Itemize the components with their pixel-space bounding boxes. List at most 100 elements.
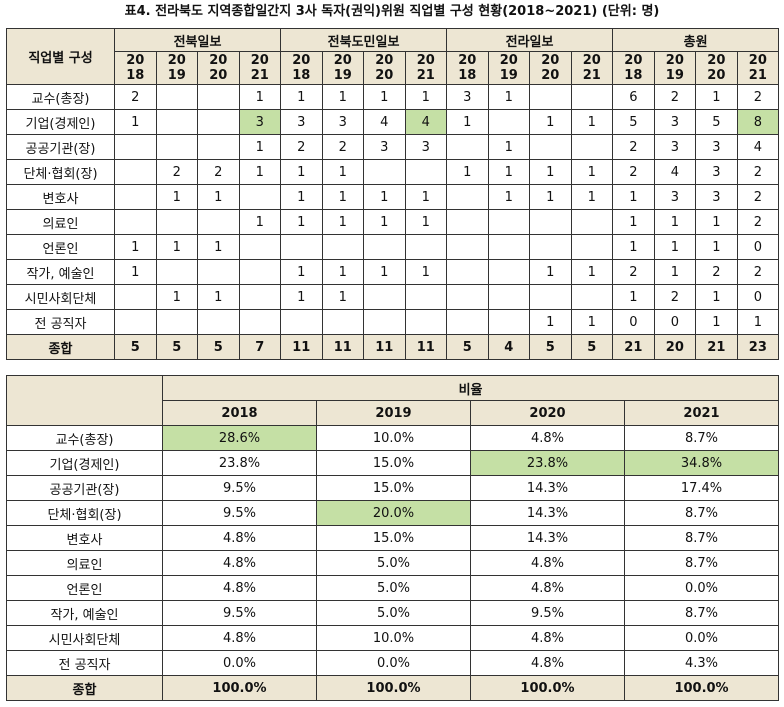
count-cell: 1: [321, 259, 365, 285]
count-cell: [404, 284, 448, 310]
year-header: 20 20: [529, 51, 572, 85]
total-label: 종합: [6, 675, 163, 701]
count-cell: 1: [238, 159, 282, 185]
count-cell: [529, 134, 572, 160]
ratio-year-header: 2020: [470, 400, 625, 426]
count-cell: 2: [321, 134, 365, 160]
count-cell: [197, 134, 240, 160]
ratio-cell: 5.0%: [316, 550, 471, 576]
ratio-cell: 4.8%: [162, 550, 317, 576]
year-century: 20: [126, 53, 145, 68]
count-cell: 3: [446, 84, 489, 110]
total-cell: 21: [695, 334, 738, 360]
ratio-cell: 8.7%: [623, 425, 780, 451]
count-cell: 2: [197, 159, 240, 185]
count-cell: 1: [363, 259, 406, 285]
count-cell: 1: [487, 134, 531, 160]
year-suffix: 18: [458, 68, 477, 83]
count-cell: 0: [612, 309, 655, 335]
year-header: 20 21: [404, 51, 448, 85]
ratio-cell: 17.4%: [623, 475, 780, 501]
ratio-cell: 4.8%: [470, 550, 625, 576]
count-cell: 2: [612, 159, 655, 185]
ratio-cell: 4.8%: [470, 425, 625, 451]
count-cell: 1: [446, 109, 489, 135]
count-cell: 1: [529, 159, 572, 185]
ratio-cell: 4.8%: [470, 625, 625, 651]
table-row: 교수(총장) 2 1 1 1 1 1 3 1 6 2 1 2: [6, 84, 780, 110]
count-cell: 3: [238, 109, 282, 135]
count-cell: [321, 309, 365, 335]
table-row: 언론인 4.8% 5.0% 4.8% 0.0%: [6, 575, 780, 601]
count-cell: [363, 309, 406, 335]
count-cell: [238, 184, 282, 210]
row-label: 기업(경제인): [6, 109, 115, 135]
count-cell: 1: [155, 184, 198, 210]
count-cell: [155, 309, 198, 335]
count-cell: 1: [404, 209, 448, 235]
total-cell: 100.0%: [623, 675, 780, 701]
row-label: 의료인: [6, 209, 115, 235]
year-century: 20: [458, 53, 477, 68]
row-label: 공공기관(장): [6, 475, 163, 501]
count-cell: 1: [321, 209, 365, 235]
year-header: 20 19: [321, 51, 365, 85]
ratio-cell: 23.8%: [162, 450, 317, 476]
count-cell: [114, 134, 157, 160]
count-cell: 2: [736, 84, 780, 110]
total-cell: 100.0%: [162, 675, 317, 701]
count-cell: 8: [736, 109, 780, 135]
count-cell: 1: [529, 109, 572, 135]
total-cell: 5: [114, 334, 157, 360]
count-cell: [570, 209, 614, 235]
count-cell: [155, 109, 198, 135]
row-label: 작가, 예술인: [6, 259, 115, 285]
ratio-cell: 4.8%: [470, 575, 625, 601]
year-century: 20: [624, 53, 643, 68]
year-century: 20: [292, 53, 311, 68]
row-label: 언론인: [6, 575, 163, 601]
ratio-cell: 0.0%: [623, 625, 780, 651]
year-header: 20 21: [238, 51, 282, 85]
count-cell: 3: [280, 109, 323, 135]
count-cell: 2: [736, 159, 780, 185]
count-cell: [280, 309, 323, 335]
count-cell: 3: [653, 109, 697, 135]
year-suffix: 19: [167, 68, 186, 83]
year-suffix: 18: [624, 68, 643, 83]
row-label: 단체·협회(장): [6, 500, 163, 526]
ratio-cell: 8.7%: [623, 550, 780, 576]
row-label: 공공기관(장): [6, 134, 115, 160]
count-cell: 4: [736, 134, 780, 160]
count-cell: 4: [404, 109, 448, 135]
count-cell: 6: [612, 84, 655, 110]
count-cell: [529, 84, 572, 110]
total-cell: 5: [155, 334, 198, 360]
ratio-cell: 4.3%: [623, 650, 780, 676]
count-cell: [487, 109, 531, 135]
count-cell: 5: [695, 109, 738, 135]
count-cell: 1: [570, 184, 614, 210]
year-suffix: 20: [541, 68, 560, 83]
table-row: 기업(경제인) 23.8% 15.0% 23.8% 34.8%: [6, 450, 780, 476]
count-cell: 1: [612, 184, 655, 210]
count-cell: 1: [529, 184, 572, 210]
count-cell: [446, 309, 489, 335]
year-header: 20 18: [114, 51, 157, 85]
count-cell: 4: [363, 109, 406, 135]
year-century: 20: [582, 53, 601, 68]
ratio-cell: 8.7%: [623, 500, 780, 526]
count-cell: 1: [404, 84, 448, 110]
table-row: 공공기관(장) 9.5% 15.0% 14.3% 17.4%: [6, 475, 780, 501]
count-cell: [238, 309, 282, 335]
count-cell: 1: [155, 284, 198, 310]
members-ratio-table: 비율 2018 2019 2020 2021 교수(총장) 28.6% 10.0% 4.8% 8.…: [6, 375, 780, 701]
count-cell: 1: [695, 284, 738, 310]
count-cell: 4: [653, 159, 697, 185]
table-row: 언론인 1 1 1 1 1 1 0: [6, 234, 780, 260]
year-suffix: 20: [209, 68, 228, 83]
count-cell: 1: [321, 284, 365, 310]
count-cell: 2: [653, 284, 697, 310]
count-cell: 1: [404, 259, 448, 285]
count-cell: 1: [238, 84, 282, 110]
